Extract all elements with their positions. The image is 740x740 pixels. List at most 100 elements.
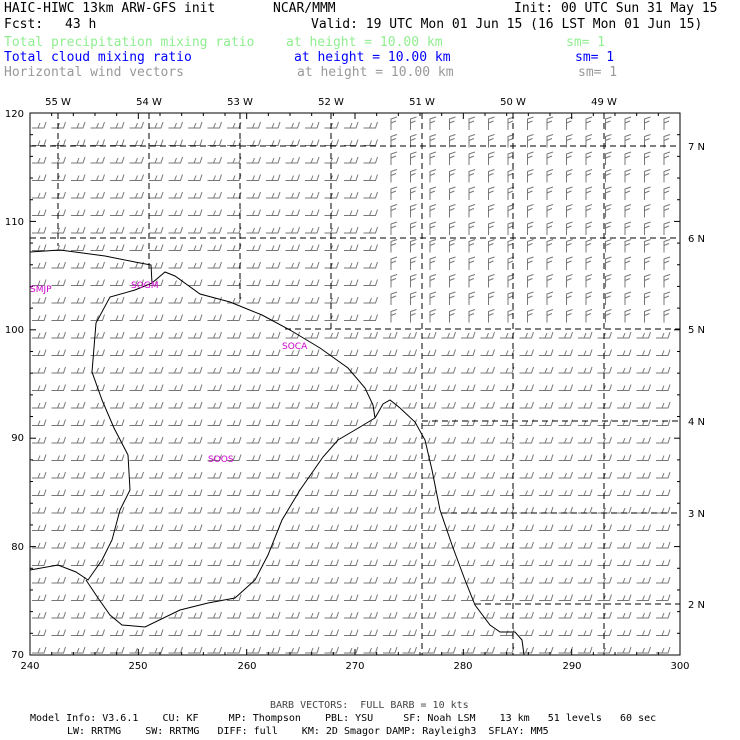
wind-barb (32, 629, 47, 636)
x-tick-label: 260 (237, 661, 256, 672)
wind-barb (32, 226, 47, 234)
wind-barb (507, 151, 515, 165)
wind-barb (246, 436, 261, 444)
wind-barb (266, 384, 281, 391)
wind-barb (617, 506, 632, 514)
wind-barb (266, 541, 281, 549)
wind-barb (32, 174, 47, 181)
wind-barb (285, 401, 300, 409)
wind-barb (305, 226, 320, 234)
wind-barb (585, 221, 593, 235)
wind-barb (207, 261, 222, 269)
wind-barb (188, 156, 203, 164)
wind-barb (527, 186, 534, 200)
wind-barb (285, 454, 300, 461)
wind-barb (168, 489, 183, 496)
wind-barb (207, 209, 222, 216)
wind-barb (305, 296, 320, 304)
wind-barb (188, 139, 203, 146)
wind-barb (422, 331, 437, 339)
wind-barb (149, 419, 164, 426)
wind-barb (246, 594, 261, 601)
wind-barb (441, 454, 456, 461)
wind-barb (188, 471, 203, 479)
wind-barb (90, 331, 105, 339)
wind-barb (480, 436, 495, 444)
wind-barb (663, 309, 671, 323)
wind-barb (363, 261, 378, 269)
wind-barb (402, 559, 417, 566)
wind-barb (305, 261, 320, 269)
wind-barb (149, 629, 164, 636)
wind-barb (558, 401, 573, 409)
wind-barb (90, 226, 105, 234)
wind-barb (363, 121, 378, 129)
wind-barb (71, 436, 86, 444)
wind-barb (149, 454, 164, 461)
wind-barb (32, 244, 47, 251)
wind-barb (578, 419, 593, 426)
wind-barb (285, 366, 300, 374)
wind-barb (578, 576, 593, 584)
wind-barb (507, 274, 515, 288)
wind-barb (480, 629, 495, 636)
wind-barb (344, 436, 359, 444)
wind-barb (636, 576, 651, 584)
wind-barb (507, 309, 515, 323)
wind-barb (402, 541, 417, 549)
wind-barb (90, 349, 105, 356)
wind-barb (507, 204, 515, 218)
wind-barb (110, 471, 125, 479)
wind-barb (110, 279, 125, 286)
wind-barb (558, 541, 573, 549)
wind-barb (558, 331, 573, 339)
wind-barb (558, 454, 573, 461)
wind-barb (246, 226, 261, 234)
wind-barb (188, 419, 203, 426)
wind-barb (363, 384, 378, 391)
wind-barb (305, 121, 320, 129)
field-precip-level: at height = 10.00 km (286, 35, 443, 50)
wind-barb (90, 611, 105, 619)
wind-barb (383, 506, 398, 514)
wind-barb (266, 226, 281, 234)
wind-barb (617, 366, 632, 374)
wind-barb (266, 209, 281, 216)
wind-barb (422, 401, 437, 409)
wind-barb (246, 261, 261, 269)
wind-barb (363, 349, 378, 356)
wind-barb (585, 274, 593, 288)
wind-barb (324, 524, 339, 531)
lon-label: 55 W (45, 97, 71, 108)
wind-barb (558, 384, 573, 391)
wind-barb (227, 419, 242, 426)
field-wind-smooth: sm= 1 (578, 65, 618, 80)
wind-barb (32, 156, 47, 164)
y-tick-label: 70 (11, 650, 24, 661)
wind-barb (207, 454, 222, 461)
wind-barb (266, 244, 281, 251)
wind-barb (227, 629, 242, 636)
wind-barb (441, 629, 456, 636)
wind-barb (663, 291, 671, 305)
wind-barb (488, 274, 495, 288)
wind-barb (168, 244, 183, 251)
wind-barb (168, 226, 183, 234)
wind-barb (129, 261, 144, 269)
wind-barb (383, 384, 398, 391)
wind-barb (188, 174, 203, 181)
border-brazil-north (85, 417, 376, 628)
wind-barb (32, 471, 47, 479)
wind-barb (636, 436, 651, 444)
wind-barb (519, 401, 534, 409)
lon-label: 51 W (409, 97, 435, 108)
wind-barb (644, 239, 651, 253)
wind-barb (480, 489, 495, 496)
wind-barb (656, 524, 671, 531)
wind-barb (636, 401, 651, 409)
wind-barb (188, 454, 203, 461)
wind-barb (266, 489, 281, 496)
wind-barb (188, 489, 203, 496)
wind-barb (227, 576, 242, 584)
wind-barb (51, 611, 66, 619)
